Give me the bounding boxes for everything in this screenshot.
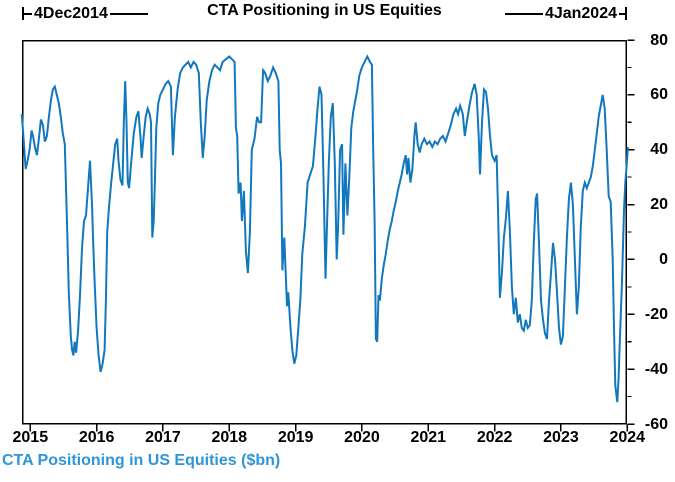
x-tick-label: 2015 <box>12 429 49 446</box>
x-tick-label: 2016 <box>78 429 115 446</box>
x-tick-label: 2017 <box>145 429 181 446</box>
y-tick-label: 80 <box>650 31 668 49</box>
y-tick-label: 60 <box>650 86 668 104</box>
range-line <box>24 12 32 15</box>
y-tick-label: -40 <box>644 360 668 378</box>
date-range-end-annotation: 4Jan2024 <box>505 5 627 22</box>
x-tick-label: 2023 <box>543 429 579 446</box>
range-line <box>109 12 148 15</box>
cta-positioning-line <box>20 54 629 403</box>
plot-border <box>22 40 627 425</box>
chart-title: CTA Positioning in US Equities <box>207 2 442 19</box>
start-date-label: 4Dec2014 <box>34 5 108 22</box>
range-start-cap <box>22 7 24 20</box>
y-tick-label: 0 <box>659 250 668 268</box>
series-legend-label: CTA Positioning in US Equities ($bn) <box>2 452 281 469</box>
x-tick-label: 2021 <box>410 429 447 446</box>
x-tick-label: 2018 <box>211 429 248 446</box>
x-tick-label: 2019 <box>277 429 314 446</box>
range-line <box>619 12 625 15</box>
range-end-cap <box>625 7 627 20</box>
y-tick-label: 20 <box>650 196 668 214</box>
y-tick-label: -60 <box>644 415 668 433</box>
x-tick-label: 2024 <box>609 429 646 446</box>
y-tick-label: -20 <box>644 305 668 323</box>
end-date-label: 4Jan2024 <box>544 5 617 22</box>
range-line <box>505 12 543 15</box>
y-tick-label: 40 <box>650 141 668 159</box>
x-tick-label: 2020 <box>344 429 380 446</box>
date-range-start-annotation: 4Dec2014 <box>22 5 148 22</box>
x-tick-label: 2022 <box>476 429 513 446</box>
